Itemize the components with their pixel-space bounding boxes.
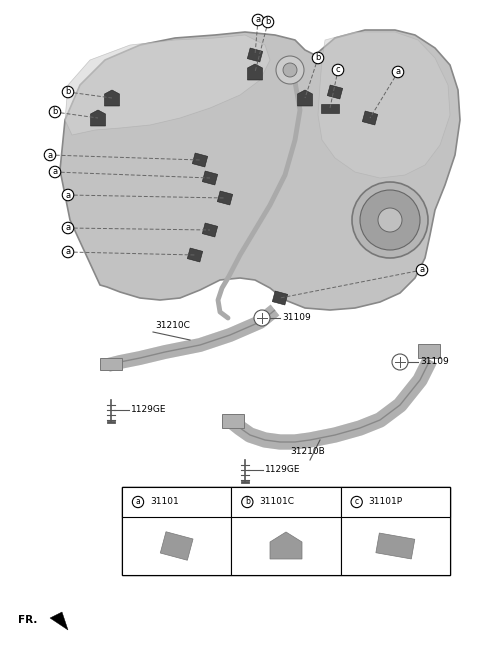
Bar bbox=[202, 223, 218, 237]
Text: FR.: FR. bbox=[18, 615, 37, 625]
Text: c: c bbox=[355, 497, 359, 506]
Text: b: b bbox=[65, 87, 71, 96]
Circle shape bbox=[378, 208, 402, 232]
Bar bbox=[418, 344, 440, 358]
Text: 31109: 31109 bbox=[420, 358, 449, 367]
Text: 31101P: 31101P bbox=[369, 497, 403, 506]
Polygon shape bbox=[60, 30, 460, 310]
Circle shape bbox=[352, 182, 428, 258]
Text: a: a bbox=[65, 224, 71, 232]
Bar bbox=[202, 171, 218, 185]
Text: 1129GE: 1129GE bbox=[265, 466, 300, 474]
Text: b: b bbox=[52, 108, 58, 117]
Text: b: b bbox=[245, 497, 250, 506]
Text: a: a bbox=[52, 167, 58, 176]
Text: a: a bbox=[420, 266, 425, 274]
Text: a: a bbox=[65, 190, 71, 199]
Bar bbox=[231, 487, 341, 575]
Bar bbox=[341, 487, 450, 517]
Text: b: b bbox=[265, 18, 271, 26]
Bar bbox=[222, 414, 244, 428]
Polygon shape bbox=[91, 110, 106, 126]
Text: a: a bbox=[255, 16, 261, 24]
Text: 31210C: 31210C bbox=[155, 321, 190, 329]
Polygon shape bbox=[298, 90, 312, 106]
Text: a: a bbox=[136, 497, 140, 506]
Bar bbox=[321, 104, 339, 112]
Bar bbox=[187, 248, 203, 262]
Text: c: c bbox=[336, 66, 340, 75]
Circle shape bbox=[276, 56, 304, 84]
Circle shape bbox=[392, 354, 408, 370]
Bar bbox=[192, 153, 208, 167]
Polygon shape bbox=[318, 32, 450, 178]
Bar bbox=[217, 191, 233, 205]
Bar bbox=[122, 487, 450, 575]
Bar bbox=[272, 291, 288, 305]
Circle shape bbox=[360, 190, 420, 250]
Text: 31210B: 31210B bbox=[290, 447, 325, 457]
Polygon shape bbox=[270, 532, 302, 559]
Bar bbox=[100, 358, 122, 370]
Bar bbox=[362, 111, 378, 125]
Text: 31101C: 31101C bbox=[259, 497, 294, 506]
Bar bbox=[160, 532, 193, 560]
Text: a: a bbox=[65, 247, 71, 256]
Bar bbox=[231, 487, 341, 517]
Polygon shape bbox=[65, 35, 270, 135]
Bar bbox=[122, 487, 231, 517]
Text: 31101: 31101 bbox=[150, 497, 179, 506]
Bar bbox=[376, 533, 415, 559]
Bar bbox=[341, 487, 450, 575]
Polygon shape bbox=[105, 90, 120, 106]
Bar bbox=[122, 487, 231, 575]
Text: a: a bbox=[48, 150, 53, 159]
Circle shape bbox=[254, 310, 270, 326]
Bar bbox=[327, 85, 343, 99]
Circle shape bbox=[283, 63, 297, 77]
Text: a: a bbox=[396, 68, 401, 77]
Text: 31109: 31109 bbox=[282, 314, 311, 323]
Text: 1129GE: 1129GE bbox=[131, 405, 167, 415]
Bar bbox=[247, 48, 263, 62]
Text: b: b bbox=[315, 54, 321, 62]
Polygon shape bbox=[50, 612, 68, 630]
Polygon shape bbox=[248, 64, 263, 80]
